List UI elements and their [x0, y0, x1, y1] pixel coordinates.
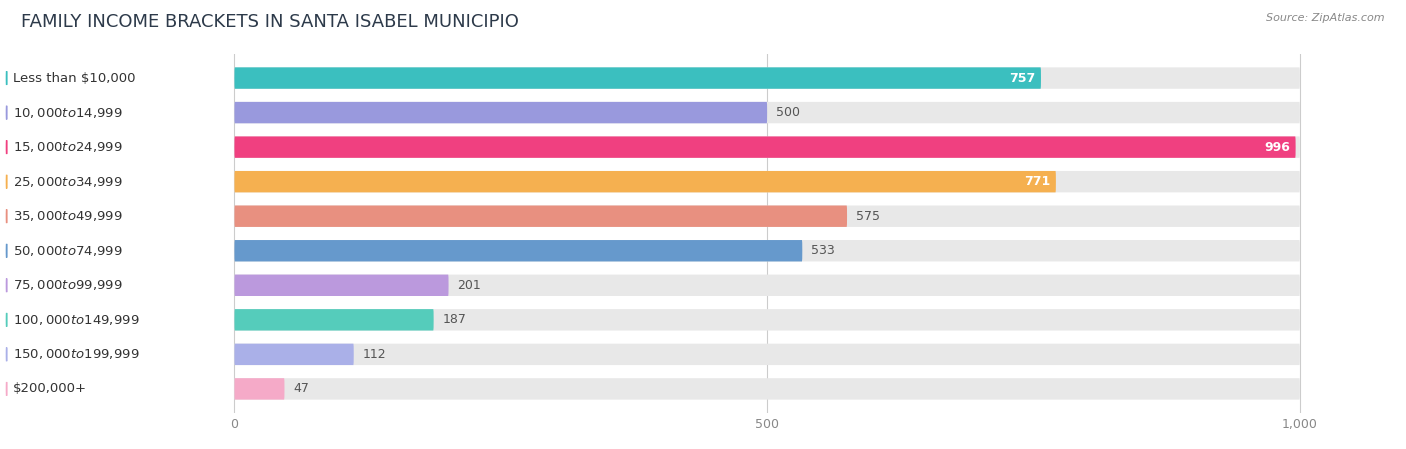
Text: 112: 112 — [363, 348, 385, 361]
Text: $15,000 to $24,999: $15,000 to $24,999 — [13, 140, 122, 154]
Text: $10,000 to $14,999: $10,000 to $14,999 — [13, 106, 122, 119]
Text: $35,000 to $49,999: $35,000 to $49,999 — [13, 209, 122, 223]
FancyBboxPatch shape — [235, 102, 1301, 123]
FancyBboxPatch shape — [3, 136, 228, 158]
Text: 201: 201 — [457, 279, 481, 292]
Text: Source: ZipAtlas.com: Source: ZipAtlas.com — [1267, 13, 1385, 23]
FancyBboxPatch shape — [3, 308, 228, 331]
Text: $50,000 to $74,999: $50,000 to $74,999 — [13, 244, 122, 258]
FancyBboxPatch shape — [235, 136, 1301, 158]
Text: 47: 47 — [292, 383, 309, 396]
FancyBboxPatch shape — [3, 67, 228, 89]
FancyBboxPatch shape — [235, 378, 1301, 400]
FancyBboxPatch shape — [3, 239, 228, 262]
Text: 771: 771 — [1025, 175, 1050, 188]
Text: 757: 757 — [1010, 71, 1036, 84]
Text: $75,000 to $99,999: $75,000 to $99,999 — [13, 278, 122, 292]
FancyBboxPatch shape — [3, 101, 228, 124]
FancyBboxPatch shape — [235, 275, 449, 296]
FancyBboxPatch shape — [235, 343, 1301, 365]
Text: 187: 187 — [441, 313, 465, 326]
FancyBboxPatch shape — [235, 343, 354, 365]
FancyBboxPatch shape — [235, 136, 1296, 158]
FancyBboxPatch shape — [235, 102, 768, 123]
FancyBboxPatch shape — [235, 206, 1301, 227]
Text: $150,000 to $199,999: $150,000 to $199,999 — [13, 348, 139, 361]
Text: $200,000+: $200,000+ — [13, 383, 87, 396]
FancyBboxPatch shape — [235, 309, 433, 330]
FancyBboxPatch shape — [235, 67, 1301, 89]
Text: Less than $10,000: Less than $10,000 — [13, 71, 136, 84]
FancyBboxPatch shape — [235, 240, 1301, 261]
Text: FAMILY INCOME BRACKETS IN SANTA ISABEL MUNICIPIO: FAMILY INCOME BRACKETS IN SANTA ISABEL M… — [21, 13, 519, 31]
FancyBboxPatch shape — [235, 240, 803, 261]
Text: $100,000 to $149,999: $100,000 to $149,999 — [13, 313, 139, 327]
Text: $25,000 to $34,999: $25,000 to $34,999 — [13, 175, 122, 189]
FancyBboxPatch shape — [3, 378, 228, 400]
FancyBboxPatch shape — [235, 171, 1301, 192]
Text: 500: 500 — [776, 106, 800, 119]
FancyBboxPatch shape — [235, 206, 846, 227]
FancyBboxPatch shape — [235, 67, 1040, 89]
Text: 996: 996 — [1264, 141, 1291, 154]
FancyBboxPatch shape — [235, 378, 284, 400]
FancyBboxPatch shape — [235, 309, 1301, 330]
FancyBboxPatch shape — [235, 275, 1301, 296]
Text: 575: 575 — [856, 210, 880, 223]
FancyBboxPatch shape — [3, 343, 228, 365]
FancyBboxPatch shape — [3, 171, 228, 193]
FancyBboxPatch shape — [235, 171, 1056, 192]
Text: 533: 533 — [811, 244, 835, 257]
FancyBboxPatch shape — [3, 274, 228, 296]
FancyBboxPatch shape — [3, 205, 228, 228]
